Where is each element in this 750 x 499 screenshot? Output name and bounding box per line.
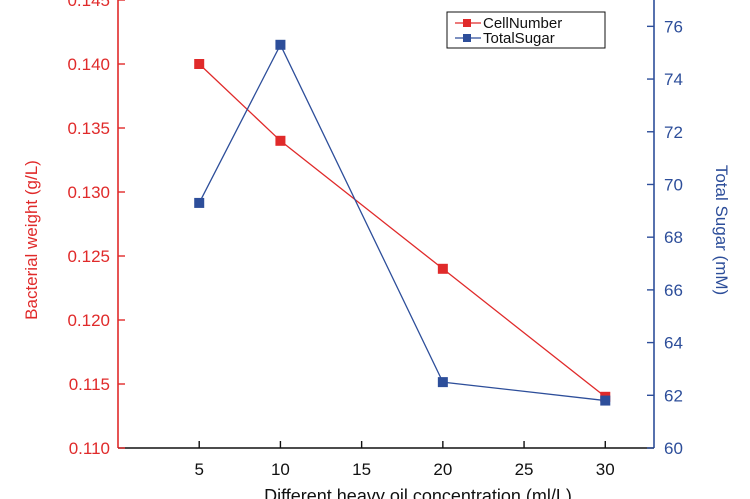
right-tick-label: 72 [664,123,683,142]
data-point-totalsugar [194,197,205,208]
left-axis-title: Bacterial weight (g/L) [22,160,41,320]
right-axis-ticks: 60 62 64 66 68 70 72 74 76 [647,17,683,458]
left-tick-label: 0.110 [69,439,110,458]
left-tick-label: 0.115 [69,375,110,394]
left-tick-label: 0.140 [67,55,110,74]
series-totalsugar [194,39,611,406]
left-axis-ticks: 0.110 0.115 0.120 0.125 0.130 0.135 0.140 0.145 [67,0,125,458]
series-cellnumber [194,59,611,402]
data-point-totalsugar [437,377,448,388]
series-line-cellnumber [198,63,606,398]
data-point-totalsugar [600,395,611,406]
x-tick-label: 10 [271,460,290,479]
x-axis-title: Different heavy oil concentration (ml/L) [264,486,572,499]
series-layer [194,39,611,406]
legend-marker [463,19,471,27]
right-tick-label: 76 [664,17,683,36]
left-tick-label: 0.120 [67,311,110,330]
right-tick-label: 60 [664,439,683,458]
left-tick-label: 0.125 [67,247,110,266]
x-tick-label: 25 [515,460,534,479]
left-tick-label: 0.145 [67,0,110,10]
data-point-cellnumber [437,263,448,274]
right-tick-label: 68 [664,228,683,247]
legend-label: CellNumber [483,15,562,32]
right-tick-label: 66 [664,281,683,300]
legend-box [446,11,606,49]
series-line-totalsugar [198,43,606,402]
right-tick-label: 74 [664,70,683,89]
legend-item: CellNumber [455,15,562,32]
x-axis-ticks: 5 10 15 20 25 30 [194,441,615,479]
left-tick-label: 0.135 [67,119,110,138]
axes [117,0,655,449]
data-point-totalsugar [275,39,286,50]
legend-marker [463,34,471,42]
data-point-cellnumber [194,59,205,69]
right-tick-label: 62 [664,386,683,405]
data-point-cellnumber [275,135,286,146]
right-tick-label: 64 [664,334,683,353]
legend-label: TotalSugar [483,30,555,47]
x-tick-label: 15 [352,460,371,479]
right-tick-label: 70 [664,175,683,194]
x-tick-label: 30 [596,460,615,479]
left-tick-label: 0.130 [67,183,110,202]
legend-item: TotalSugar [455,30,555,47]
right-axis-title: Total Sugar (mM) [712,165,731,295]
x-tick-label: 5 [194,460,203,479]
x-tick-label: 20 [433,460,452,479]
